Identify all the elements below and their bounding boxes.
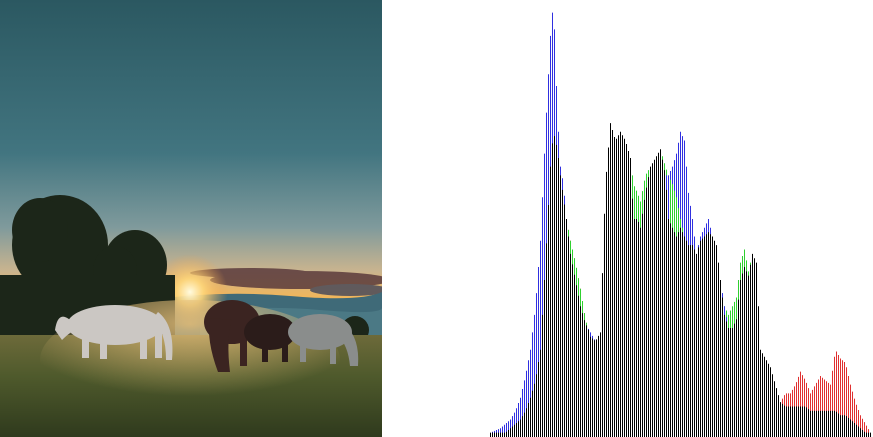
horse-grey (288, 314, 359, 366)
photo-canvas (0, 0, 382, 437)
histogram-canvas (490, 12, 871, 437)
horse-dark (204, 300, 296, 372)
horse-white (55, 305, 173, 360)
sunset-horses-photo (0, 0, 382, 437)
color-histogram (382, 0, 873, 437)
